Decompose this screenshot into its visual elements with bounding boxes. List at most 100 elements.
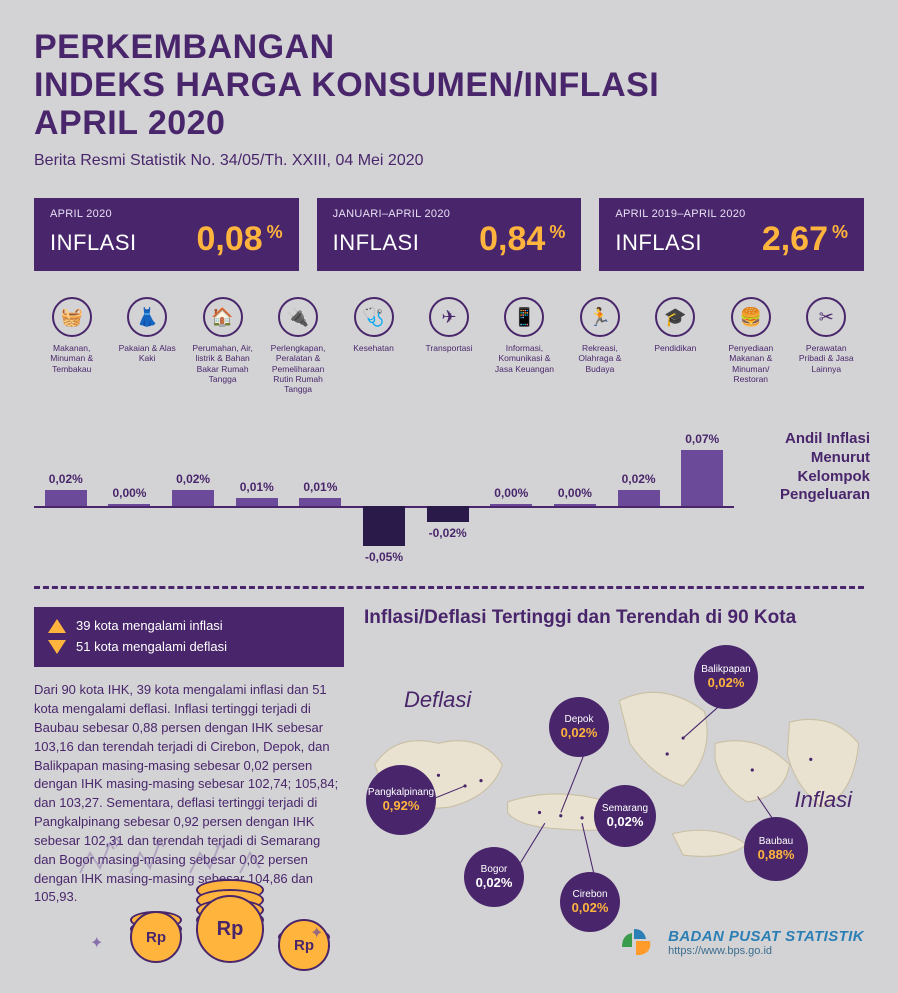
category-label: Kesehatan xyxy=(353,343,394,353)
stat-box-yoy: APRIL 2019–APRIL 2020 INFLASI 2,67% xyxy=(599,198,864,271)
chart-bar-slot: 0,02% xyxy=(161,404,225,574)
chart-bar-slot: 0,00% xyxy=(543,404,607,574)
category-label: Informasi, Komunikasi & Jasa Keuangan xyxy=(491,343,557,374)
stat-value: 0,08% xyxy=(196,220,282,259)
chart-bar-slot: 0,00% xyxy=(479,404,543,574)
city-value: 0,88% xyxy=(758,848,795,862)
region-label-deflasi: Deflasi xyxy=(404,687,471,713)
chart-bar-slot: 0,00% xyxy=(98,404,162,574)
chart-bar xyxy=(427,506,469,522)
stat-value: 2,67% xyxy=(762,220,848,259)
chart-bar-slot: 0,07% xyxy=(670,404,734,574)
arrows-decoration-icon xyxy=(70,823,290,883)
city-value: 0,02% xyxy=(476,876,513,890)
city-value: 0,02% xyxy=(572,901,609,915)
category-item: 🔌 Perlengkapan, Peralatan & Pemeliharaan… xyxy=(260,297,335,394)
chart-bar-slot: 0,01% xyxy=(289,404,353,574)
stat-value: 0,84% xyxy=(479,220,565,259)
chart-bar-value: 0,07% xyxy=(685,432,719,446)
category-label: Pendidikan xyxy=(654,343,696,353)
chart-bar-value: 0,02% xyxy=(49,472,83,486)
category-icon: 👗 xyxy=(127,297,167,337)
city-bubble: Semarang 0,02% xyxy=(594,785,656,847)
category-icon: 📱 xyxy=(504,297,544,337)
legend-down-text: 51 kota mengalami deflasi xyxy=(76,639,227,654)
chart-bar xyxy=(681,450,723,506)
bps-logo-icon xyxy=(616,921,658,963)
chart-bar xyxy=(45,490,87,506)
city-bubble: Pangkalpinang 0,92% xyxy=(366,765,436,835)
category-icon: 🏠 xyxy=(203,297,243,337)
chart-bar-slot: 0,02% xyxy=(34,404,98,574)
chart-bar xyxy=(363,506,405,546)
stat-row: APRIL 2020 INFLASI 0,08% JANUARI–APRIL 2… xyxy=(34,198,864,271)
legend-up-text: 39 kota mengalami inflasi xyxy=(76,618,223,633)
stat-label: INFLASI xyxy=(333,230,420,256)
page-title: PERKEMBANGAN INDEKS HARGA KONSUMEN/INFLA… xyxy=(34,28,864,142)
city-value: 0,02% xyxy=(561,726,598,740)
footer-org: BADAN PUSAT STATISTIK xyxy=(668,928,864,945)
category-icon: 🍔 xyxy=(731,297,771,337)
stat-label: INFLASI xyxy=(50,230,137,256)
stat-box-ytd: JANUARI–APRIL 2020 INFLASI 0,84% xyxy=(317,198,582,271)
category-icon: 🏃 xyxy=(580,297,620,337)
region-label-inflasi: Inflasi xyxy=(795,787,852,813)
category-icon: ✂ xyxy=(806,297,846,337)
city-bubble: Depok 0,02% xyxy=(549,697,609,757)
category-item: ✈ Transportasi xyxy=(411,297,486,353)
city-bubble: Balikpapan 0,02% xyxy=(694,645,758,709)
city-bubble: Cirebon 0,02% xyxy=(560,872,620,932)
sparkle-icon: ✧ xyxy=(110,833,123,853)
category-label: Transportasi xyxy=(426,343,473,353)
category-item: ✂ Perawatan Pribadi & Jasa Lainnya xyxy=(789,297,864,374)
title-line-3: APRIL 2020 xyxy=(34,104,864,142)
stat-period: JANUARI–APRIL 2020 xyxy=(333,208,566,220)
stat-period: APRIL 2020 xyxy=(50,208,283,220)
chart-bar xyxy=(108,504,150,506)
city-value: 0,92% xyxy=(383,799,420,813)
chart-bar-value: -0,02% xyxy=(429,526,467,540)
chart-bar xyxy=(172,490,214,506)
stat-box-april: APRIL 2020 INFLASI 0,08% xyxy=(34,198,299,271)
chart-bars: 0,02% 0,00% 0,02% 0,01% 0,01% -0,05% -0,… xyxy=(34,404,734,574)
category-chart: Andil Inflasi Menurut Kelompok Pengeluar… xyxy=(34,404,864,574)
category-item: 🎓 Pendidikan xyxy=(638,297,713,353)
category-label: Rekreasi, Olahraga & Budaya xyxy=(567,343,633,374)
category-item: 👗 Pakaian & Alas Kaki xyxy=(109,297,184,363)
category-icon: ✈ xyxy=(429,297,469,337)
chart-bar-value: 0,02% xyxy=(176,472,210,486)
chart-bar xyxy=(236,498,278,506)
city-value: 0,02% xyxy=(607,815,644,829)
category-label: Pakaian & Alas Kaki xyxy=(114,343,180,363)
category-item: 🏃 Rekreasi, Olahraga & Budaya xyxy=(562,297,637,374)
category-icons-row: 🧺 Makanan, Minuman & Tembakau 👗 Pakaian … xyxy=(34,297,864,394)
chart-bar-value: 0,01% xyxy=(303,480,337,494)
chart-bar xyxy=(618,490,660,506)
category-icon: 🧺 xyxy=(52,297,92,337)
subtitle: Berita Resmi Statistik No. 34/05/Th. XXI… xyxy=(34,152,864,170)
map-title: Inflasi/Deflasi Tertinggi dan Terendah d… xyxy=(364,607,864,629)
coins-decoration-icon: Rp Rp Rp xyxy=(130,891,330,963)
stat-label: INFLASI xyxy=(615,230,702,256)
legend-box: 39 kota mengalami inflasi 51 kota mengal… xyxy=(34,607,344,667)
category-item: 🩺 Kesehatan xyxy=(336,297,411,353)
category-item: 🍔 Penyediaan Makanan & Minuman/ Restoran xyxy=(713,297,788,384)
legend-deflasi: 51 kota mengalami deflasi xyxy=(48,636,330,657)
category-icon: 🎓 xyxy=(655,297,695,337)
category-item: 🏠 Perumahan, Air, listrik & Bahan Bakar … xyxy=(185,297,260,384)
chart-bar-value: -0,05% xyxy=(365,550,403,564)
category-icon: 🔌 xyxy=(278,297,318,337)
footer-url: https://www.bps.go.id xyxy=(668,945,864,957)
category-label: Perawatan Pribadi & Jasa Lainnya xyxy=(793,343,859,374)
footer-logo: BADAN PUSAT STATISTIK https://www.bps.go… xyxy=(616,921,864,963)
city-bubble: Bogor 0,02% xyxy=(464,847,524,907)
map: Deflasi Inflasi Balikpapan 0,02% Depok 0… xyxy=(364,637,864,937)
chart-bar-value: 0,00% xyxy=(112,486,146,500)
title-line-2: INDEKS HARGA KONSUMEN/INFLASI xyxy=(34,66,864,104)
triangle-up-icon xyxy=(48,619,66,633)
category-item: 📱 Informasi, Komunikasi & Jasa Keuangan xyxy=(487,297,562,374)
chart-bar xyxy=(554,504,596,506)
chart-bar xyxy=(490,504,532,506)
chart-bar-value: 0,02% xyxy=(622,472,656,486)
category-label: Perlengkapan, Peralatan & Pemeliharaan R… xyxy=(265,343,331,394)
